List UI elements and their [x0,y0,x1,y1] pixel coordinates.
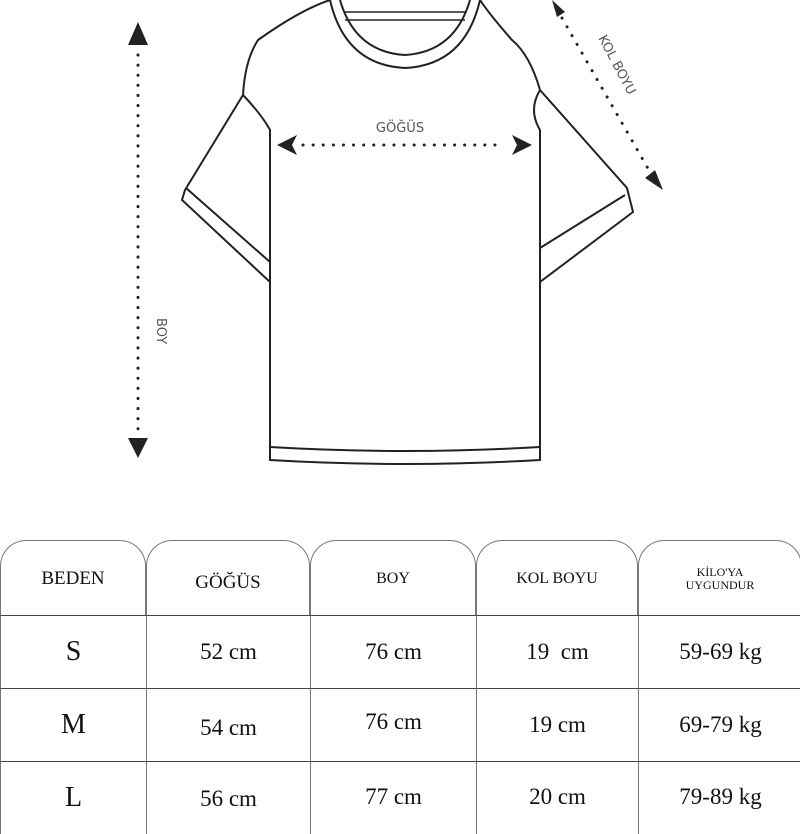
size-cell: M [0,688,146,761]
length-cell: 76 cm [310,615,476,688]
size-cell: L [0,761,146,834]
sleeve-arrow-top-icon [552,0,565,17]
header-weight-line1: KİLO'YA [696,564,744,579]
header-chest: GÖĞÜS [146,540,310,616]
chest-cell: 56 cm [146,761,310,834]
size-cell: S [0,615,146,688]
chest-cell: 52 cm [146,615,310,688]
weight-cell: 79-89 kg [638,761,800,834]
chest-arrow-right-icon [512,135,532,155]
header-size: BEDEN [0,540,146,616]
tshirt-outline [180,0,635,465]
header-sleeve: KOL BOYU [476,540,638,616]
tshirt-diagram: GÖĞÜS KOL BOYU BOY [128,0,663,465]
sleeve-dotted-line [560,16,652,174]
measurement-arrows [128,0,663,458]
sleeve-cell: 19 cm [476,688,638,761]
length-label: BOY [153,318,168,344]
header-length: BOY [310,540,476,616]
header-weight: KİLO'YA UYGUNDUR [638,540,800,616]
sleeve-cell: 20 cm [476,761,638,834]
weight-cell: 69-79 kg [638,688,800,761]
chest-label: GÖĞÜS [376,119,424,136]
weight-cell: 59-69 kg [638,615,800,688]
length-cell: 77 cm [310,761,476,834]
sleeve-arrow-bottom-icon [645,170,663,190]
length-arrow-top-icon [128,22,148,45]
header-weight-line2: UYGUNDUR [685,577,755,592]
length-arrow-bottom-icon [128,438,148,458]
chest-arrow-left-icon [277,135,297,155]
chest-cell: 54 cm [146,688,310,761]
length-cell: 76 cm [310,688,476,761]
sleeve-cell: 19 cm [476,615,638,688]
